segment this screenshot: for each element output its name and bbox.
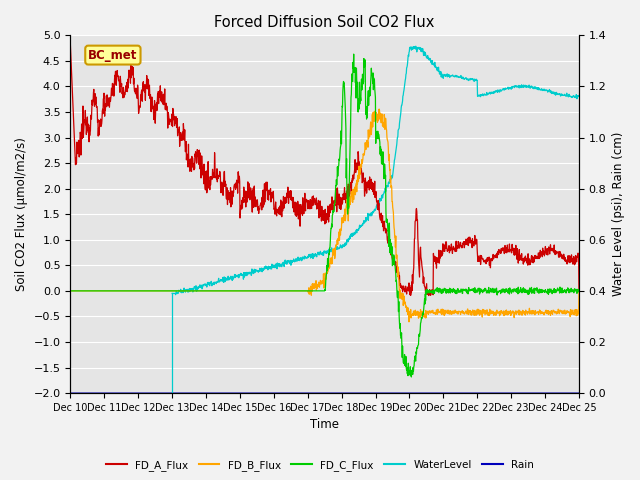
X-axis label: Time: Time [310, 419, 339, 432]
Legend: FD_A_Flux, FD_B_Flux, FD_C_Flux, WaterLevel, Rain: FD_A_Flux, FD_B_Flux, FD_C_Flux, WaterLe… [102, 456, 538, 475]
Y-axis label: Soil CO2 Flux (μmol/m2/s): Soil CO2 Flux (μmol/m2/s) [15, 137, 28, 291]
Text: BC_met: BC_met [88, 48, 138, 61]
Y-axis label: Water Level (psi), Rain (cm): Water Level (psi), Rain (cm) [612, 132, 625, 297]
Title: Forced Diffusion Soil CO2 Flux: Forced Diffusion Soil CO2 Flux [214, 15, 435, 30]
